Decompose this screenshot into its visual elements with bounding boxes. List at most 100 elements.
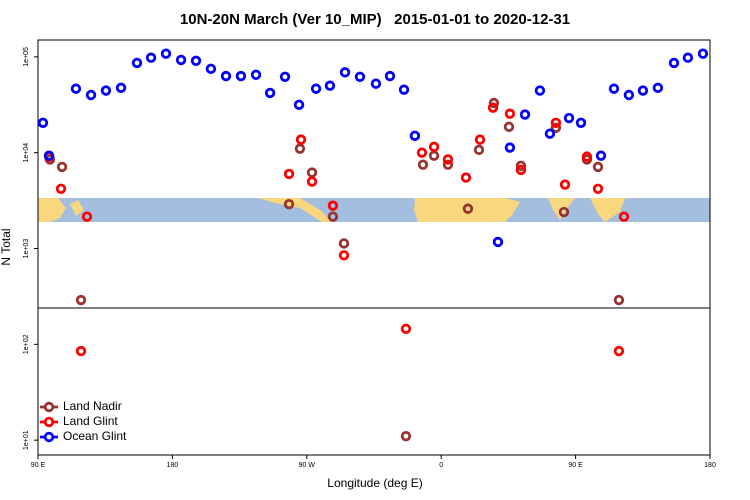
point: [327, 211, 339, 222]
point: [279, 71, 291, 82]
point: [416, 147, 428, 158]
point: [100, 85, 112, 96]
point: [339, 67, 351, 78]
point: [613, 345, 625, 357]
x-tick-label: 90 E: [568, 462, 583, 469]
point: [592, 183, 604, 194]
point: [145, 52, 157, 63]
point: [515, 160, 527, 171]
point: [575, 117, 587, 129]
point: [460, 172, 472, 183]
point: [637, 85, 649, 96]
point: [581, 151, 593, 162]
point: [618, 211, 630, 222]
point: [442, 154, 454, 165]
x-tick-label: 90 W: [299, 462, 316, 469]
point: [85, 89, 97, 101]
point: [306, 167, 318, 178]
y-tick-label: 1e+04: [23, 143, 30, 163]
point: [504, 108, 516, 119]
point: [75, 294, 87, 306]
legend-label: Land Glint: [63, 414, 118, 428]
point: [37, 117, 49, 129]
point: [354, 71, 366, 82]
y-axis-label: N Total: [0, 228, 13, 265]
point: [613, 294, 625, 306]
point: [235, 70, 247, 82]
point: [398, 84, 410, 95]
point: [338, 250, 350, 261]
point: [592, 161, 604, 173]
point: [295, 134, 307, 145]
legend-marker: [43, 401, 55, 413]
point: [550, 117, 562, 129]
point: [417, 159, 429, 170]
y-tick-label: 1e+03: [23, 239, 30, 259]
x-tick-label: 180: [704, 462, 716, 469]
legend-marker: [43, 431, 55, 443]
plot-frame: [37, 39, 711, 456]
point: [487, 102, 499, 113]
point: [428, 150, 440, 161]
point: [400, 323, 412, 335]
point: [310, 83, 322, 94]
point: [559, 179, 571, 190]
point: [492, 236, 504, 248]
point: [462, 203, 474, 214]
point: [668, 57, 680, 69]
point: [75, 345, 87, 357]
x-axis-label: Longitude (deg E): [327, 476, 422, 490]
point: [595, 150, 607, 161]
legend-label: Ocean Glint: [63, 429, 127, 443]
point: [294, 143, 306, 154]
point: [608, 83, 620, 94]
point: [56, 161, 68, 173]
point: [293, 99, 305, 111]
y-tick-label: 1e+05: [23, 47, 30, 67]
point: [682, 52, 694, 63]
point: [264, 87, 276, 99]
point: [115, 82, 127, 94]
map-band: [38, 198, 710, 222]
point: [623, 89, 635, 101]
point: [558, 206, 570, 218]
point: [515, 164, 527, 176]
point: [283, 168, 295, 180]
point: [488, 97, 500, 109]
point: [442, 159, 454, 170]
point: [70, 83, 82, 94]
point: [220, 70, 232, 82]
point: [306, 176, 318, 187]
point: [473, 144, 485, 156]
x-tick-label: 0: [439, 462, 443, 469]
point: [563, 112, 575, 124]
point: [175, 54, 187, 66]
point: [283, 199, 295, 210]
point: [160, 48, 172, 59]
point: [550, 122, 562, 133]
point: [504, 142, 516, 153]
point: [327, 200, 339, 211]
point: [652, 82, 664, 94]
point: [534, 85, 546, 96]
x-tick-label: 90 E: [31, 462, 46, 469]
point: [400, 430, 412, 442]
point: [250, 69, 262, 81]
point: [55, 183, 67, 194]
point: [428, 141, 440, 153]
point: [503, 121, 515, 133]
point: [370, 78, 382, 89]
legend-marker: [43, 416, 55, 428]
point: [131, 57, 143, 69]
chart-title: 10N-20N March (Ver 10_MIP) 2015-01-01 to…: [180, 11, 570, 28]
point: [384, 70, 396, 82]
point: [338, 238, 350, 249]
point: [205, 63, 217, 75]
point: [409, 130, 421, 142]
legend-label: Land Nadir: [63, 399, 122, 413]
point: [81, 211, 93, 222]
point: [190, 55, 202, 66]
point: [43, 150, 55, 161]
x-tick-label: 180: [167, 462, 179, 469]
